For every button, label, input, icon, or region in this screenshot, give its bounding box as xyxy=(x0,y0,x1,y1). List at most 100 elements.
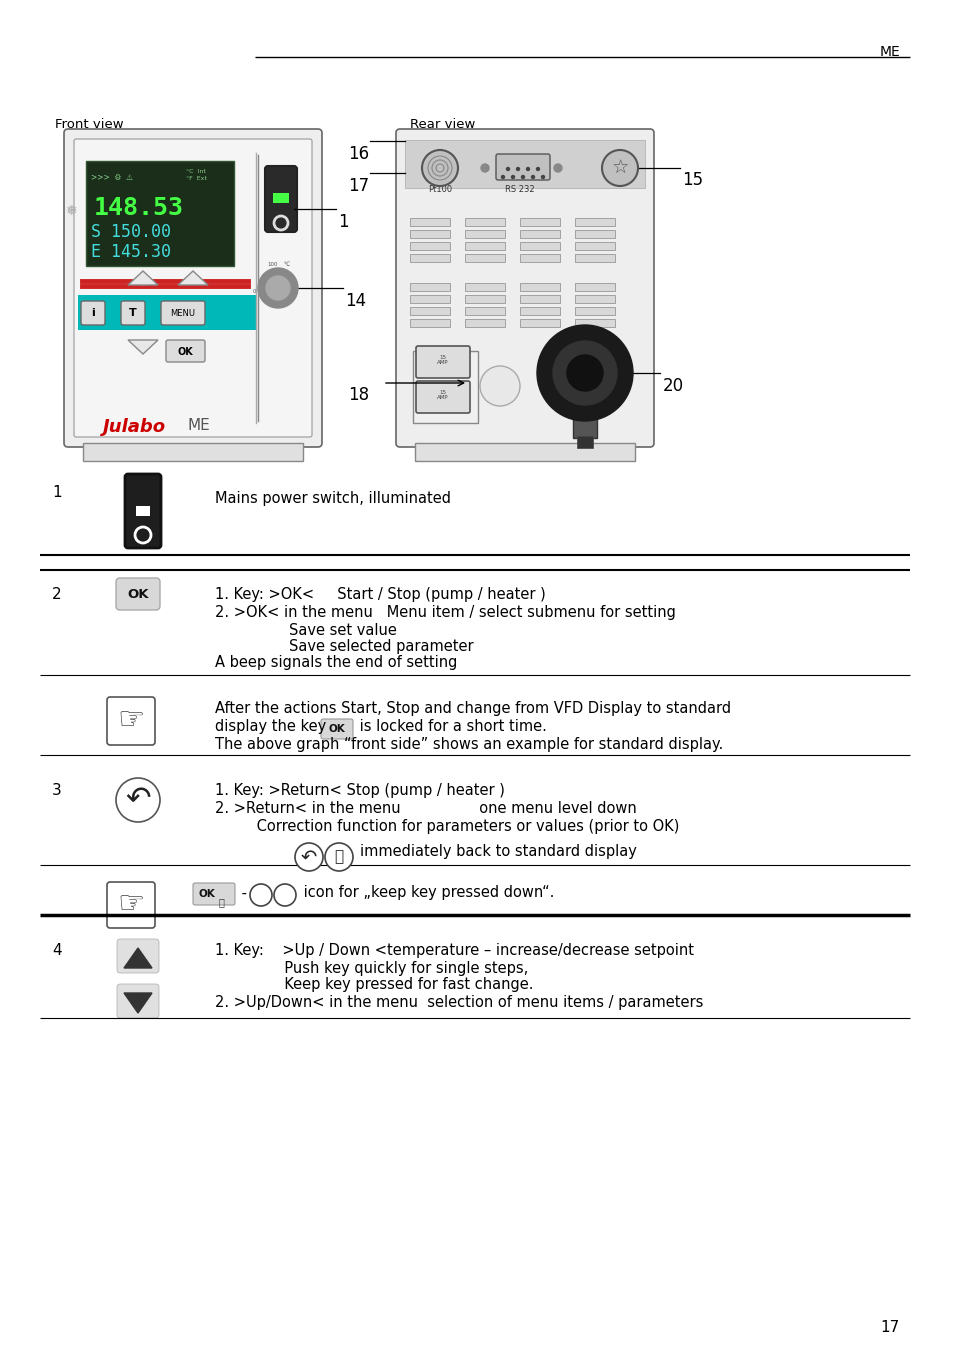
Circle shape xyxy=(325,843,353,871)
Polygon shape xyxy=(128,272,158,285)
Bar xyxy=(573,416,597,438)
Text: RS 232: RS 232 xyxy=(505,185,535,195)
Text: Push key quickly for single steps,: Push key quickly for single steps, xyxy=(214,961,528,975)
Text: immediately back to standard display: immediately back to standard display xyxy=(359,844,637,859)
Bar xyxy=(577,436,593,449)
Bar xyxy=(415,443,635,461)
Bar xyxy=(410,218,450,226)
Text: 148.53: 148.53 xyxy=(94,196,184,220)
Text: 1: 1 xyxy=(52,485,62,500)
Text: OK: OK xyxy=(328,724,345,734)
FancyBboxPatch shape xyxy=(265,166,296,232)
Bar xyxy=(464,230,504,238)
Text: 14: 14 xyxy=(345,292,366,309)
Text: 2. >Up/Down< in the menu  selection of menu items / parameters: 2. >Up/Down< in the menu selection of me… xyxy=(214,994,702,1011)
Bar xyxy=(519,254,559,262)
Bar xyxy=(575,254,615,262)
Bar xyxy=(519,319,559,327)
Text: 2. >OK< in the menu   Menu item / select submenu for setting: 2. >OK< in the menu Menu item / select s… xyxy=(214,605,675,620)
Text: ⏰: ⏰ xyxy=(280,888,289,902)
Bar xyxy=(519,282,559,290)
Text: ↶: ↶ xyxy=(254,888,267,902)
Text: Keep key pressed for fast change.: Keep key pressed for fast change. xyxy=(214,977,533,992)
Bar xyxy=(519,295,559,303)
Text: display the key: display the key xyxy=(214,719,331,734)
Circle shape xyxy=(250,884,272,907)
Text: °C  Int: °C Int xyxy=(186,169,206,174)
Bar xyxy=(575,319,615,327)
FancyBboxPatch shape xyxy=(125,474,161,549)
FancyBboxPatch shape xyxy=(166,340,205,362)
Text: ❅: ❅ xyxy=(66,204,78,218)
Bar xyxy=(464,218,504,226)
Text: ↺: ↺ xyxy=(188,274,197,284)
FancyBboxPatch shape xyxy=(161,301,205,326)
Circle shape xyxy=(536,168,539,170)
Text: ME: ME xyxy=(879,45,899,59)
Bar xyxy=(136,507,150,516)
Polygon shape xyxy=(178,272,208,285)
Text: Rear view: Rear view xyxy=(410,118,475,131)
Circle shape xyxy=(257,267,297,308)
Bar xyxy=(464,307,504,315)
Text: Pt100: Pt100 xyxy=(428,185,452,195)
Bar xyxy=(410,282,450,290)
FancyBboxPatch shape xyxy=(117,984,159,1019)
Text: 1. Key:    >Up / Down <temperature – increase/decrease setpoint: 1. Key: >Up / Down <temperature – increa… xyxy=(214,943,693,958)
Text: MENU: MENU xyxy=(171,308,195,317)
Circle shape xyxy=(274,216,288,230)
Bar xyxy=(410,319,450,327)
Text: -: - xyxy=(236,885,256,901)
Text: icon for „keep key pressed down“.: icon for „keep key pressed down“. xyxy=(298,885,554,901)
FancyBboxPatch shape xyxy=(64,128,322,447)
Circle shape xyxy=(421,150,457,186)
Text: is locked for a short time.: is locked for a short time. xyxy=(355,719,546,734)
Text: 4: 4 xyxy=(52,943,62,958)
Circle shape xyxy=(501,176,504,178)
FancyBboxPatch shape xyxy=(193,884,234,905)
Text: ℃: ℃ xyxy=(283,262,289,267)
Bar xyxy=(83,443,303,461)
Circle shape xyxy=(135,527,151,543)
Text: i: i xyxy=(91,308,94,317)
Circle shape xyxy=(480,163,489,172)
Text: 1. Key: >Return< Stop (pump / heater ): 1. Key: >Return< Stop (pump / heater ) xyxy=(214,784,504,798)
Text: ↶: ↶ xyxy=(300,847,316,866)
Text: T: T xyxy=(129,308,136,317)
FancyBboxPatch shape xyxy=(116,578,160,611)
Bar xyxy=(575,295,615,303)
Circle shape xyxy=(566,355,602,390)
Bar xyxy=(575,282,615,290)
Text: 1: 1 xyxy=(337,213,348,231)
Text: S 150.00: S 150.00 xyxy=(91,223,171,240)
Text: Save selected parameter: Save selected parameter xyxy=(214,639,473,654)
Bar xyxy=(405,141,644,188)
Bar xyxy=(575,218,615,226)
Text: A beep signals the end of setting: A beep signals the end of setting xyxy=(214,655,456,670)
Text: 20: 20 xyxy=(662,377,683,394)
Circle shape xyxy=(294,843,323,871)
FancyBboxPatch shape xyxy=(107,697,154,744)
Text: ☞: ☞ xyxy=(117,890,145,920)
Circle shape xyxy=(531,176,534,178)
Text: 15
AMP: 15 AMP xyxy=(436,389,448,400)
Text: ↶: ↶ xyxy=(125,785,151,815)
Circle shape xyxy=(116,778,160,821)
Bar xyxy=(78,295,255,330)
Bar xyxy=(464,295,504,303)
Polygon shape xyxy=(128,340,158,354)
Bar xyxy=(575,307,615,315)
Text: 2: 2 xyxy=(52,586,62,603)
Text: Front view: Front view xyxy=(55,118,124,131)
FancyBboxPatch shape xyxy=(121,301,145,326)
Bar xyxy=(410,295,450,303)
Text: ME: ME xyxy=(188,417,211,434)
FancyBboxPatch shape xyxy=(416,381,470,413)
Bar xyxy=(519,218,559,226)
Bar xyxy=(464,242,504,250)
Text: OK: OK xyxy=(127,588,149,600)
Text: After the actions Start, Stop and change from VFD Display to standard: After the actions Start, Stop and change… xyxy=(214,701,730,716)
Text: 3: 3 xyxy=(52,784,62,798)
Text: 17: 17 xyxy=(880,1320,899,1335)
Text: ☆: ☆ xyxy=(611,158,628,177)
